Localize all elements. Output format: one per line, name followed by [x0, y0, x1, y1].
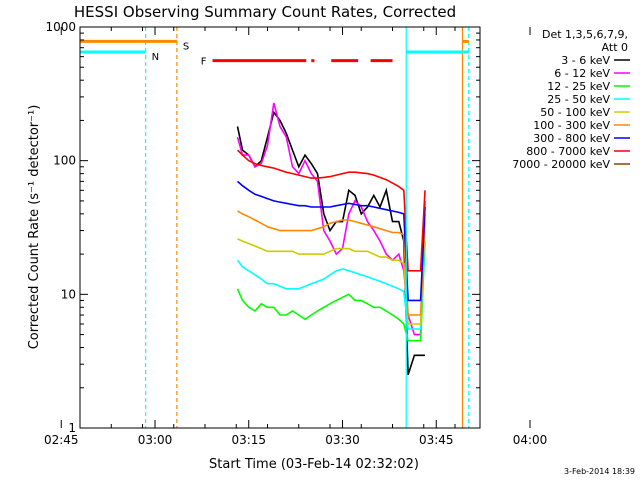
legend-label-1: 6 - 12 keV [554, 67, 610, 80]
series-line-4 [237, 221, 426, 325]
plot-frame [79, 26, 481, 429]
series-line-5 [237, 210, 426, 316]
footer-timestamp: 3-Feb-2014 18:39 [564, 467, 635, 476]
legend-label-0: 3 - 6 keV [561, 54, 610, 67]
series-line-7 [236, 149, 426, 272]
legend-label-8: 7000 - 20000 keV [512, 158, 610, 171]
series-line-2 [236, 241, 426, 342]
axes: 02:45 03:00 03:15 03:30 03:45 04:00 1 10 100 1000 [44, 20, 547, 447]
x-tick-label-3: 03:30 [325, 433, 360, 447]
x-tick-label-5: 04:00 [513, 433, 548, 447]
legend-label-7: 800 - 7000 keV [526, 145, 610, 158]
x-tick-label-1: 03:00 [138, 433, 173, 447]
y-tick-label-1: 10 [61, 287, 76, 301]
y-tick-label-0: 1 [68, 421, 76, 435]
x-tick-label-4: 03:45 [419, 433, 454, 447]
y-tick-label-2: 100 [53, 154, 76, 168]
legend-label-2: 12 - 25 keV [547, 80, 610, 93]
legend-label-5: 100 - 300 keV [533, 119, 610, 132]
x-tick-label-0: 02:45 [44, 433, 79, 447]
legend-title-1: Det 1,3,5,6,7,9, [542, 28, 628, 41]
flag-label-2: F [201, 57, 207, 68]
legend-label-3: 25 - 50 keV [547, 93, 610, 106]
flag-label-1: S [183, 41, 189, 52]
y-tick-label-3: 1000 [45, 20, 76, 34]
series-line-1 [236, 102, 426, 336]
x-tick-label-2: 03:15 [231, 433, 266, 447]
y-axis-label: Corrected Count Rate (s⁻¹ detector⁻¹) [27, 105, 42, 350]
legend-label-6: 300 - 800 keV [533, 132, 610, 145]
annotation-layer: N S F [80, 27, 470, 428]
flag-label-0: N [152, 52, 159, 63]
x-axis-label: Start Time (03-Feb-14 02:32:02) [209, 457, 419, 472]
chart-title: HESSI Observing Summary Count Rates, Cor… [74, 3, 456, 21]
series-line-6 [236, 180, 426, 302]
series-line-3 [236, 230, 426, 330]
plot-area [236, 102, 426, 376]
legend-title-2: Att 0 [602, 41, 628, 54]
legend-label-4: 50 - 100 keV [540, 106, 610, 119]
